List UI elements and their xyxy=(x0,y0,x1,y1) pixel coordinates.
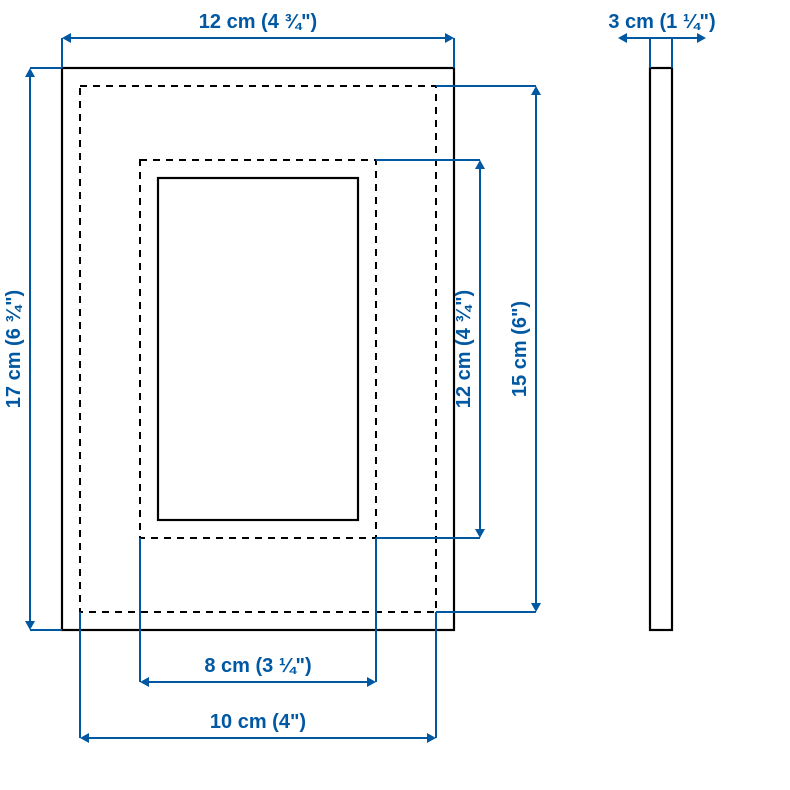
dim-top-side: 3 cm (1 ¼") xyxy=(608,11,715,43)
dim-bottom-outer-label: 10 cm (4") xyxy=(210,711,306,733)
dimension-diagram: 12 cm (4 ¾") 3 cm (1 ¼") 17 cm (6 ¾") 15 cm… xyxy=(0,0,790,790)
dim-bottom-outer: 10 cm (4") xyxy=(80,711,436,743)
dim-top-outer: 12 cm (4 ¾") xyxy=(62,11,454,43)
side-view xyxy=(650,68,672,630)
dim-top-outer-label: 12 cm (4 ¾") xyxy=(199,11,317,33)
dim-left-outer: 17 cm (6 ¾") xyxy=(3,68,35,630)
front-view xyxy=(62,68,454,630)
dim-bottom-inner-label: 8 cm (3 ¼") xyxy=(204,655,311,677)
dim-top-side-label: 3 cm (1 ¼") xyxy=(608,11,715,33)
dim-right-inner-label: 12 cm (4 ¾") xyxy=(453,290,475,408)
frame-inner-solid xyxy=(158,178,358,520)
dim-right-inner: 12 cm (4 ¾") xyxy=(453,160,485,538)
dim-left-outer-label: 17 cm (6 ¾") xyxy=(3,290,25,408)
dim-bottom-inner: 8 cm (3 ¼") xyxy=(140,655,376,687)
dim-right-outer-label: 15 cm (6") xyxy=(509,301,531,397)
dim-right-outer: 15 cm (6") xyxy=(509,86,541,612)
